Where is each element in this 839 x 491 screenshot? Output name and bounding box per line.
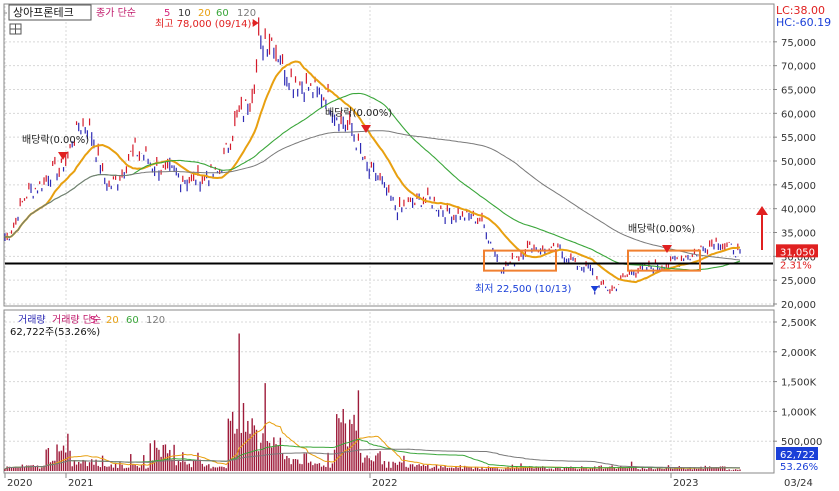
stock-title: 상아프론테크 bbox=[13, 6, 74, 19]
volume-tick-label: 1,000K bbox=[781, 407, 817, 418]
low-label: 최저 22,500 (10/13) bbox=[475, 283, 571, 295]
vol-legend-ma60: 60 bbox=[126, 315, 139, 326]
price-tick-label: 25,000 bbox=[781, 276, 816, 287]
price-tick-label: 50,000 bbox=[781, 157, 816, 168]
title-box[interactable] bbox=[8, 4, 92, 21]
volume-panel bbox=[3, 309, 775, 474]
price-tick-label: 20,000 bbox=[781, 300, 816, 311]
volume-axis: 500,000 1,000K 1,500K 2,000K 2,500K bbox=[773, 318, 822, 448]
volume-badge-text: 62,722 bbox=[780, 450, 815, 461]
moving-averages bbox=[4, 60, 741, 284]
volume-pct-badge-text: 53.26% bbox=[780, 462, 818, 473]
date-label: 03/24 bbox=[784, 478, 813, 489]
vol-legend-ma5: 5 bbox=[90, 315, 96, 326]
price-badge bbox=[776, 244, 818, 258]
volume-tick-label: 2,000K bbox=[781, 348, 817, 359]
ma120-line bbox=[4, 130, 741, 261]
annotations: 최고 78,000 (09/14) 최저 22,500 (10/13) 배당락(0.… bbox=[5, 18, 818, 473]
volume-legend-title: 거래량 bbox=[18, 314, 46, 326]
legend-ma60: 60 bbox=[216, 8, 229, 19]
volume-badge bbox=[776, 447, 818, 460]
price-tick-label: 70,000 bbox=[781, 62, 816, 73]
price-candles bbox=[4, 17, 741, 295]
price-tick-label: 75,000 bbox=[781, 38, 816, 49]
price-tick-label: 35,000 bbox=[781, 229, 816, 240]
hc-label: HC:-60.19 bbox=[776, 16, 831, 29]
legend-ma120: 120 bbox=[237, 8, 256, 19]
date-label: 2021 bbox=[68, 478, 93, 489]
highlight-box-1 bbox=[483, 249, 557, 272]
price-tick-label: 45,000 bbox=[781, 181, 816, 192]
price-tick-label: 55,000 bbox=[781, 133, 816, 144]
price-axis: 20,000 25,000 30,000 35,000 40,000 45,000 50,0… bbox=[773, 38, 816, 311]
high-label: 최고 78,000 (09/14) bbox=[155, 18, 251, 30]
date-label: 2020 bbox=[7, 478, 32, 489]
dividend-label-1: 배당락(0.00%) bbox=[22, 134, 89, 146]
lc-label: LC:38.00 bbox=[776, 4, 825, 17]
vol-ma120-line bbox=[4, 448, 740, 470]
dividend-arrow-icon-1 bbox=[58, 152, 68, 160]
volume-tick-label: 2,500K bbox=[781, 318, 817, 329]
high-arrow-icon bbox=[252, 19, 259, 27]
legend-ma10: 10 bbox=[178, 8, 191, 19]
low-arrow-icon bbox=[590, 286, 599, 292]
dividend-label-2: 배당락(0.00%) bbox=[325, 107, 392, 119]
dividend-arrow-icon-2 bbox=[361, 125, 371, 133]
date-label: 2022 bbox=[372, 478, 397, 489]
legend-ma5: 5 bbox=[164, 8, 170, 19]
dividend-label-3: 배당락(0.00%) bbox=[628, 223, 695, 235]
volume-tick-label: 500,000 bbox=[781, 437, 822, 448]
price-tick-label: 60,000 bbox=[781, 109, 816, 120]
volume-bars bbox=[4, 333, 741, 471]
price-legend-prefix: 종가 단순 bbox=[96, 7, 136, 19]
volume-moving-averages bbox=[4, 421, 740, 470]
price-panel bbox=[3, 3, 775, 307]
legend-ma20: 20 bbox=[198, 8, 211, 19]
volume-current: 62,722주(53.26%) bbox=[10, 327, 100, 338]
price-tick-label: 30,000 bbox=[781, 252, 816, 263]
price-tick-label: 65,000 bbox=[781, 86, 816, 97]
up-arrow-icon bbox=[756, 206, 768, 215]
change-badge-text: 2.31% bbox=[780, 260, 812, 271]
vol-legend-ma20: 20 bbox=[106, 315, 119, 326]
price-grid bbox=[4, 6, 773, 305]
date-axis: 2020 2021 2022 2023 03/24 bbox=[4, 473, 813, 489]
highlight-box-2 bbox=[627, 249, 701, 272]
vol-legend-ma120: 120 bbox=[146, 315, 165, 326]
ma20-line bbox=[4, 60, 741, 284]
volume-legend-prefix: 거래량 단순 bbox=[52, 314, 101, 326]
volume-grid bbox=[4, 312, 773, 472]
price-tick-label: 40,000 bbox=[781, 205, 816, 216]
dividend-arrow-icon-3 bbox=[662, 245, 672, 253]
price-badge-text: 31,050 bbox=[780, 247, 815, 258]
volume-tick-label: 1,500K bbox=[781, 378, 817, 389]
date-label: 2023 bbox=[673, 478, 698, 489]
